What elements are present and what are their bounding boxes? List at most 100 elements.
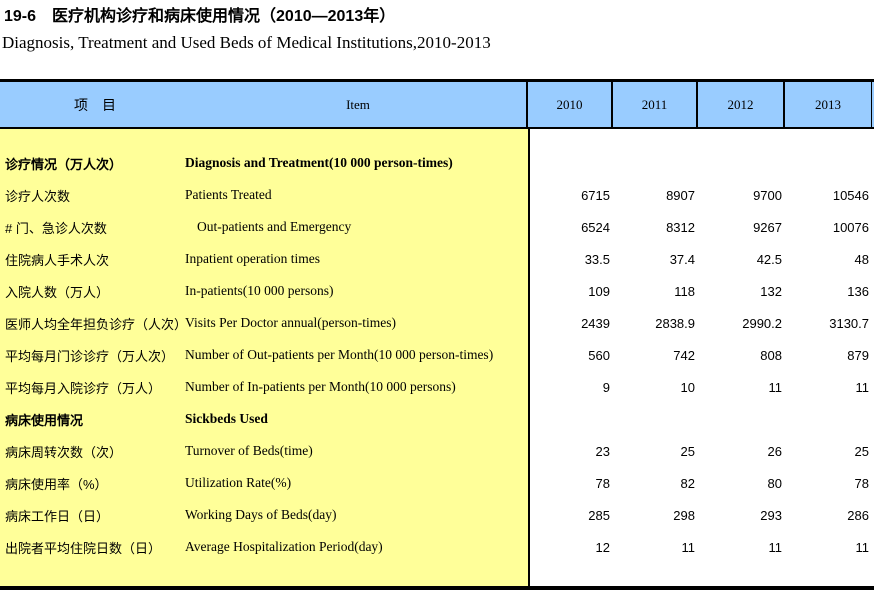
table-row-values: 285 298 293 286 [530, 499, 874, 531]
row-value-2013: 10076 [832, 219, 869, 235]
row-value-2010: 78 [595, 475, 610, 491]
table-row-labels: 平均每月门诊诊疗（万人次） Number of Out-patients per … [0, 339, 528, 371]
table-row-values [530, 147, 874, 179]
header-cell-item: 项 目 Item [0, 82, 528, 127]
table-row-labels: 病床使用率（%） Utilization Rate(%) [0, 467, 528, 499]
row-value-2012: 132 [760, 283, 782, 299]
row-label-cn: 住院病人手术人次 [5, 252, 110, 268]
table-row-values: 23 25 26 25 [530, 435, 874, 467]
row-value-2012: 42.5 [756, 251, 782, 267]
table-row-labels: 出院者平均住院日数（日） Average Hospitalization Peri… [0, 531, 528, 563]
row-label-en: Turnover of Beds(time) [185, 443, 313, 458]
row-value-2012: 9267 [753, 219, 782, 235]
row-label-en: In-patients(10 000 persons) [185, 283, 334, 298]
row-label-en: Out-patients and Emergency [197, 219, 352, 234]
table-row-values: 2439 2838.9 2990.2 3130.7 [530, 307, 874, 339]
table-row-labels: 医师人均全年担负诊疗（人次） Visits Per Doctor annual(p… [0, 307, 528, 339]
row-label-cn: 病床周转次数（次） [5, 444, 123, 460]
row-value-2011: 8312 [666, 219, 695, 235]
header-cell-year-2013: 2013 [785, 82, 872, 127]
row-value-2013: 48 [854, 251, 869, 267]
row-value-2010: 560 [588, 347, 610, 363]
row-value-2011: 2838.9 [655, 315, 695, 331]
row-value-2010: 9 [602, 379, 610, 395]
row-value-2010: 109 [588, 283, 610, 299]
row-value-2013: 136 [847, 283, 869, 299]
row-value-2012: 11 [768, 539, 783, 555]
row-value-2012: 9700 [753, 187, 782, 203]
row-value-2013: 11 [855, 379, 870, 395]
row-value-2010: 12 [595, 539, 610, 555]
table-row-labels: 平均每月入院诊疗（万人） Number of In-patients per Mo… [0, 371, 528, 403]
row-value-2012: 11 [768, 379, 783, 395]
row-value-2011: 82 [680, 475, 695, 491]
row-value-2012: 2990.2 [742, 315, 782, 331]
table-row-values: 78 82 80 78 [530, 467, 874, 499]
row-label-cn: # 门、急诊人次数 [5, 220, 107, 236]
table-row-labels: 住院病人手术人次 Inpatient operation times [0, 243, 528, 275]
header-cell-year-2010: 2010 [528, 82, 613, 127]
row-value-2010: 2439 [581, 315, 610, 331]
row-value-2012: 808 [760, 347, 782, 363]
table-row-labels: 诊疗情况（万人次） Diagnosis and Treatment(10 000 … [0, 147, 528, 179]
row-label-cn: 病床使用情况 [5, 412, 84, 428]
table-row-labels: 病床工作日（日） Working Days of Beds(day) [0, 499, 528, 531]
table-row-values: 9 10 11 11 [530, 371, 874, 403]
row-value-2013: 286 [847, 507, 869, 523]
row-value-2011: 118 [674, 283, 695, 299]
row-value-2013: 11 [855, 539, 870, 555]
row-value-2011: 37.4 [669, 251, 695, 267]
page-title-en: Diagnosis, Treatment and Used Beds of Me… [2, 33, 491, 52]
row-value-2013: 879 [847, 347, 869, 363]
header-item-label-cn: 项 目 [74, 96, 116, 113]
table-row-values: 6715 8907 9700 10546 [530, 179, 874, 211]
row-value-2011: 25 [680, 443, 695, 459]
table-row-labels: # 门、急诊人次数 Out-patients and Emergency [0, 211, 528, 243]
row-value-2012: 26 [767, 443, 782, 459]
row-label-cn: 病床工作日（日） [5, 508, 110, 524]
row-label-cn: 诊疗情况（万人次） [5, 156, 123, 172]
row-label-cn: 入院人数（万人） [5, 284, 110, 300]
row-value-2011: 742 [673, 347, 695, 363]
medical-institutions-table: 项 目 Item 2010 2011 2012 2013 诊疗情况（万人次） Di… [0, 79, 874, 590]
row-label-en: Number of Out-patients per Month(10 000 … [185, 347, 494, 362]
row-value-2013: 3130.7 [829, 315, 869, 331]
row-label-en: Average Hospitalization Period(day) [185, 539, 383, 554]
table-data-columns: 6715 8907 9700 10546 6524 8312 9267 10076 33.5 37… [528, 129, 874, 586]
table-row-labels: 病床周转次数（次） Turnover of Beds(time) [0, 435, 528, 467]
row-value-2010: 23 [595, 443, 610, 459]
row-label-cn: 平均每月入院诊疗（万人） [5, 380, 162, 396]
table-row-values: 109 118 132 136 [530, 275, 874, 307]
row-label-en: Utilization Rate(%) [185, 475, 292, 490]
table-body: 诊疗情况（万人次） Diagnosis and Treatment(10 000 … [0, 129, 874, 586]
row-value-2013: 78 [854, 475, 869, 491]
header-item-label-en: Item [346, 96, 370, 112]
table-row-values [530, 403, 874, 435]
row-value-2011: 10 [680, 379, 695, 395]
table-row-values: 12 11 11 11 [530, 531, 874, 563]
row-value-2010: 6524 [581, 219, 610, 235]
row-value-2011: 11 [681, 539, 696, 555]
table-row-values: 33.5 37.4 42.5 48 [530, 243, 874, 275]
row-value-2011: 8907 [666, 187, 695, 203]
row-label-cn: 医师人均全年担负诊疗（人次） [5, 316, 188, 332]
row-label-en: Number of In-patients per Month(10 000 p… [185, 379, 456, 394]
row-label-en: Visits Per Doctor annual(person-times) [185, 315, 397, 330]
header-cell-year-2012: 2012 [698, 82, 785, 127]
row-value-2010: 6715 [581, 187, 610, 203]
table-row-labels: 入院人数（万人） In-patients(10 000 persons) [0, 275, 528, 307]
row-value-2010: 285 [588, 507, 610, 523]
row-value-2012: 80 [767, 475, 782, 491]
row-value-2011: 298 [673, 507, 695, 523]
page-title-cn: 19-6 医疗机构诊疗和病床使用情况（2010—2013年） [4, 8, 396, 25]
row-label-en: Working Days of Beds(day) [185, 507, 337, 522]
row-value-2010: 33.5 [584, 251, 610, 267]
table-label-column: 诊疗情况（万人次） Diagnosis and Treatment(10 000 … [0, 129, 528, 586]
row-label-cn: 平均每月门诊诊疗（万人次） [5, 348, 175, 364]
row-label-en: Diagnosis and Treatment(10 000 person-ti… [185, 155, 453, 170]
row-value-2013: 25 [854, 443, 869, 459]
row-value-2013: 10546 [832, 187, 869, 203]
table-row-labels: 病床使用情况 Sickbeds Used [0, 403, 528, 435]
table-row-values: 560 742 808 879 [530, 339, 874, 371]
header-cell-year-2011: 2011 [613, 82, 698, 127]
